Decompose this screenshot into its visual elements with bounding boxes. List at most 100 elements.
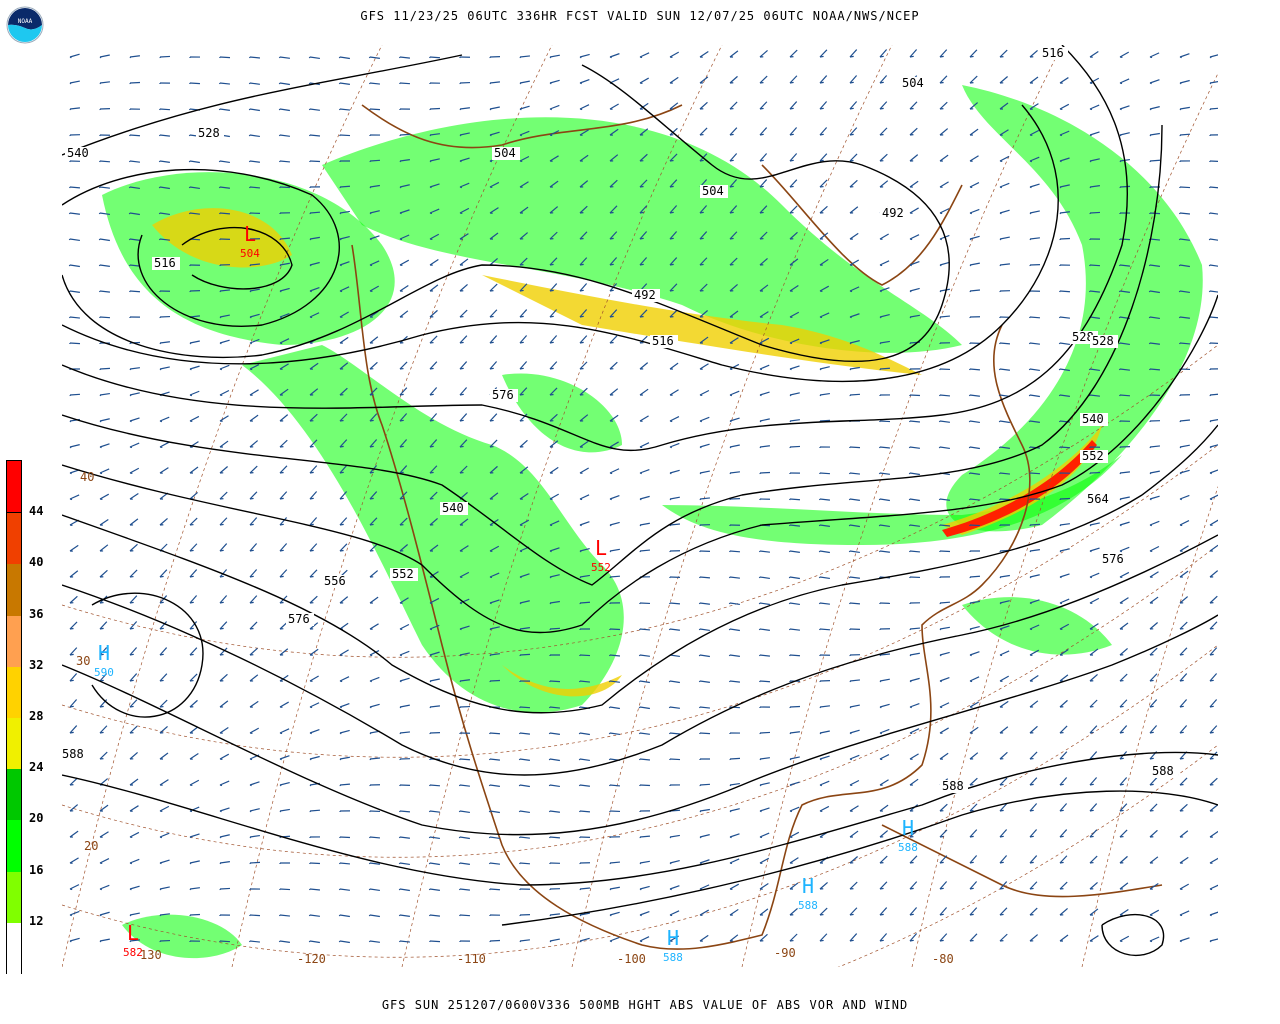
wind-barb xyxy=(1208,316,1221,319)
wind-barb xyxy=(399,439,408,448)
wind-barb xyxy=(99,621,108,630)
height-contour xyxy=(61,424,1219,714)
wind-barb xyxy=(489,283,498,292)
wind-barb xyxy=(1149,725,1158,734)
wind-barb xyxy=(219,700,229,708)
wind-barb xyxy=(729,833,740,839)
wind-barb xyxy=(579,836,591,839)
vorticity-area xyxy=(242,345,624,713)
wind-barb xyxy=(129,912,140,917)
wind-barb xyxy=(429,361,438,370)
wind-barb xyxy=(159,517,168,526)
wind-barb xyxy=(1209,393,1221,397)
wind-barb xyxy=(1179,186,1191,189)
wind-barb xyxy=(549,104,560,111)
wind-barb xyxy=(1148,316,1160,320)
wind-barb xyxy=(999,829,1008,838)
wind-barb xyxy=(1089,699,1098,708)
wind-barb xyxy=(549,180,559,188)
wind-barb xyxy=(249,727,260,734)
wind-barb xyxy=(1028,420,1040,423)
center-value: 552 xyxy=(591,561,611,574)
wind-barb xyxy=(1028,368,1040,372)
wind-barb xyxy=(549,938,560,943)
wind-barb xyxy=(1089,446,1101,449)
wind-barb xyxy=(399,159,410,163)
wind-barb xyxy=(939,651,950,657)
latitude-label: 30 xyxy=(76,654,90,668)
wind-barb xyxy=(969,102,979,110)
wind-barb xyxy=(1089,211,1101,215)
wind-barb xyxy=(369,650,380,657)
wind-barb xyxy=(609,936,620,943)
wind-barb xyxy=(489,207,499,214)
wind-barb xyxy=(1089,471,1101,475)
wind-barb xyxy=(1149,520,1160,527)
wind-barb xyxy=(639,835,651,839)
wind-barb xyxy=(399,544,409,552)
wind-barb xyxy=(519,492,529,500)
wind-barb xyxy=(729,524,741,527)
wind-barb xyxy=(99,160,111,163)
wind-barb xyxy=(69,647,78,656)
wind-barb xyxy=(369,784,381,787)
wind-barb xyxy=(729,498,741,501)
wind-barb xyxy=(369,596,379,604)
height-contour xyxy=(1101,913,1165,956)
map-canvas: 540 528 516 504 492 504 492 516 504 516 528 540 552 5… xyxy=(60,44,1280,1024)
wind-barb xyxy=(849,881,858,890)
parallel xyxy=(61,744,1219,1024)
legend-swatch xyxy=(7,768,21,821)
wind-barb xyxy=(279,338,290,345)
wind-barb xyxy=(459,335,468,344)
wind-barb xyxy=(309,755,320,761)
wind-barb xyxy=(339,336,349,344)
wind-barb xyxy=(1209,911,1220,917)
wind-barb xyxy=(969,676,980,683)
wind-barb xyxy=(1119,935,1130,942)
wind-barb xyxy=(308,134,321,137)
wind-barb xyxy=(819,907,828,916)
wind-barb xyxy=(429,651,440,657)
wind-barb xyxy=(279,262,290,267)
wind-barb xyxy=(188,186,200,190)
wind-barb xyxy=(789,49,798,58)
wind-barb xyxy=(1208,264,1220,268)
wind-barb xyxy=(698,654,710,658)
wind-barb xyxy=(729,337,739,344)
wind-barb xyxy=(999,650,1010,657)
wind-barb xyxy=(1029,129,1040,137)
wind-barb xyxy=(459,758,471,761)
wind-barb xyxy=(639,885,650,891)
wind-barb xyxy=(1059,157,1070,163)
wind-barb xyxy=(969,524,981,527)
wind-barb xyxy=(69,595,78,604)
contour-label: 516 xyxy=(652,334,674,348)
wind-barb xyxy=(939,576,951,579)
wind-barb xyxy=(969,726,979,734)
wind-barb xyxy=(999,933,1008,942)
wind-barb xyxy=(489,309,498,318)
wind-barb xyxy=(669,416,680,423)
wind-barb xyxy=(1209,342,1221,345)
wind-barb xyxy=(339,783,351,787)
wind-barb xyxy=(519,413,528,422)
wind-barb xyxy=(159,939,171,943)
wind-barb xyxy=(819,705,831,709)
contour-label-bg xyxy=(900,77,928,90)
wind-barb xyxy=(248,940,261,943)
wind-barb xyxy=(1118,368,1130,371)
wind-barb xyxy=(1179,699,1188,708)
wind-barb xyxy=(518,810,530,814)
wind-barb xyxy=(429,158,440,163)
wind-barb xyxy=(369,387,378,396)
wind-barb xyxy=(99,831,109,838)
legend-tick-label: 24 xyxy=(29,760,44,775)
wind-barb xyxy=(489,599,500,605)
height-contour xyxy=(61,751,1219,886)
wind-barb xyxy=(969,155,979,162)
wind-barb xyxy=(1209,621,1218,630)
wind-barb xyxy=(879,153,888,162)
